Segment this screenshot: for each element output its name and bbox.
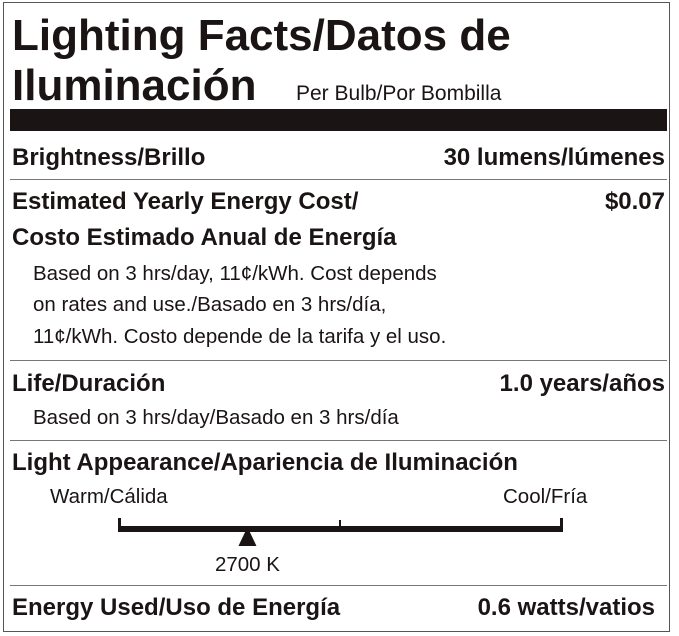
appearance-label: Light Appearance/Apariencia de Iluminaci…: [12, 449, 518, 476]
scale-tick-right: [560, 518, 563, 532]
life-label: Life/Duración: [12, 370, 166, 397]
life-value: 1.0 years/años: [499, 370, 665, 397]
brightness-value: 30 lumens/lúmenes: [443, 144, 665, 171]
scale-marker-icon: [238, 527, 257, 546]
label-frame: [3, 2, 670, 632]
scale-tick-left: [118, 518, 121, 532]
divider: [10, 440, 667, 441]
cool-label: Cool/Fría: [503, 485, 588, 508]
cost-note-line: on rates and use./Basado en 3 hrs/día,: [33, 293, 387, 316]
header-bar: [10, 109, 667, 131]
cost-label-line2: Costo Estimado Anual de Energía: [12, 224, 397, 251]
scale-tick-middle: [339, 520, 341, 532]
cost-value: $0.07: [604, 188, 665, 215]
divider: [10, 179, 667, 180]
brightness-label: Brightness/Brillo: [12, 144, 206, 171]
color-temperature-value: 2700 K: [214, 553, 280, 576]
energy-label: Energy Used/Uso de Energía: [12, 594, 341, 621]
cost-note-line: Based on 3 hrs/day, 11¢/kWh. Cost depend…: [33, 262, 437, 285]
cost-label-line1: Estimated Yearly Energy Cost/: [12, 188, 359, 215]
per-bulb: Per Bulb/Por Bombilla: [296, 82, 502, 105]
divider: [10, 360, 667, 361]
energy-value: 0.6 watts/vatios: [477, 594, 655, 621]
title-line2: Iluminación: [12, 61, 257, 110]
title-line1: Lighting Facts/Datos de: [12, 11, 511, 60]
cost-note-line: 11¢/kWh. Costo depende de la tarifa y el…: [33, 325, 447, 348]
warm-label: Warm/Cálida: [50, 485, 168, 508]
divider: [10, 585, 667, 586]
life-note: Based on 3 hrs/day/Basado en 3 hrs/día: [33, 406, 399, 429]
